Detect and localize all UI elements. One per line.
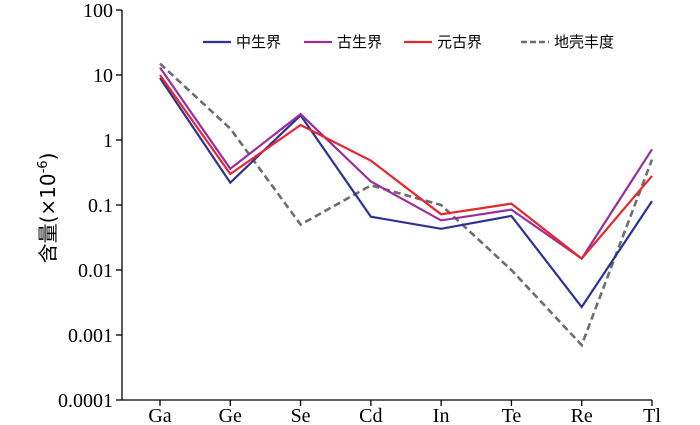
series-line-2 [159,74,653,261]
series-lines [159,62,654,348]
y-axis-label: 含量(×10-6) [36,153,60,264]
x-ticks: Ga Ge Se Cd In Te Re Tl [148,400,661,425]
series-line-1 [159,66,653,261]
legend-label-1: 古生界 [337,33,382,51]
x-tick-label: Cd [359,405,382,425]
y-tick-label: 1 [103,130,113,152]
y-tick-label: 100 [83,0,113,22]
y-tick-label: 0.1 [88,195,113,217]
axes [121,10,652,401]
y-tick-label: 0.001 [68,325,113,347]
y-tick-label: 0.0001 [58,390,113,412]
y-axis-label-exponent: -6 [36,160,51,173]
x-tick-label: Re [571,405,593,425]
y-ticks: 0.0001 0.001 0.01 0.1 1 10 100 [58,0,122,412]
y-tick-label: 0.01 [78,260,113,282]
series-line-3 [159,62,654,348]
legend: 中生界 古生界 元古界 地壳丰度 [203,33,614,51]
series-line-0 [159,77,653,309]
x-tick-label: In [433,405,450,425]
x-tick-label: Ga [148,405,171,425]
x-tick-label: Tl [643,405,661,425]
legend-label-0: 中生界 [236,33,281,51]
legend-label-3: 地壳丰度 [554,33,614,51]
x-tick-label: Ge [219,405,242,425]
y-axis-label-close: ) [36,153,60,161]
legend-label-2: 元古界 [437,33,482,51]
x-tick-label: Se [291,405,311,425]
y-axis-label-main: 含量(×10 [36,173,60,263]
y-tick-label: 10 [93,65,113,87]
x-tick-label: Te [502,405,522,425]
